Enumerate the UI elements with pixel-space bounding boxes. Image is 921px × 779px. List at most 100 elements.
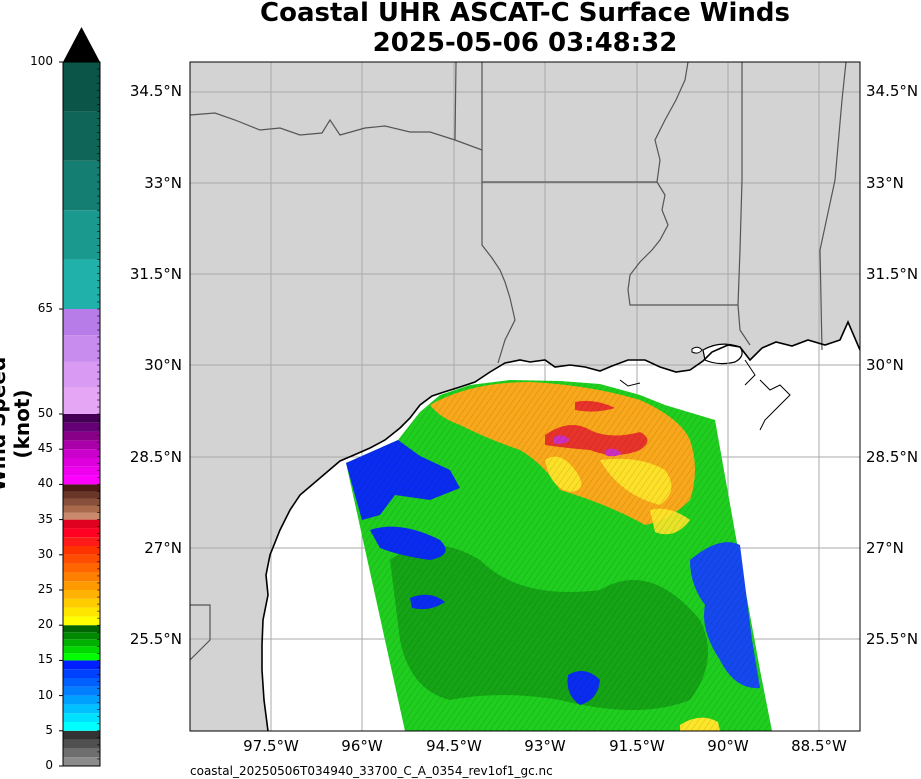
colorbar-segment-10-15-3: [63, 660, 100, 670]
colorbar-tick-label-0: 0: [45, 758, 53, 772]
colorbar-segment-35-40-2: [63, 498, 100, 506]
colorbar-segment-45-50-2: [63, 422, 100, 432]
colorbar-segment-50-65-1: [63, 361, 100, 388]
lat-label-left-25.5: 25.5°N: [129, 630, 182, 648]
colorbar-segment-35-40-4: [63, 484, 100, 492]
colorbar-segment-5-10-3: [63, 695, 100, 705]
colorbar-segment-65-100-2: [63, 160, 100, 211]
colorbar-segment-10-15-1: [63, 678, 100, 687]
colorbar-segment-35-40-0: [63, 512, 100, 520]
lon-label-91.5: 91.5°W: [609, 737, 665, 755]
colorbar-extend-arrow: [63, 27, 100, 62]
lon-label-93: 93°W: [524, 737, 566, 755]
colorbar-segment-15-20-4: [63, 625, 100, 633]
colorbar-segment-0-5-1: [63, 748, 100, 758]
lat-label-right-27: 27°N: [866, 539, 904, 557]
map-panel: [190, 62, 860, 731]
colorbar-tick-label-50: 50: [37, 406, 53, 420]
bay-mobile: [691, 346, 703, 354]
lon-label-94.5: 94.5°W: [426, 737, 482, 755]
colorbar-segment-40-45-3: [63, 449, 100, 458]
lat-label-right-33: 33°N: [866, 174, 904, 192]
colorbar-segment-35-40-3: [63, 491, 100, 499]
colorbar-segment-15-20-0: [63, 653, 100, 661]
colorbar-segment-30-35-0: [63, 546, 100, 555]
lon-label-97.5: 97.5°W: [243, 737, 299, 755]
lon-label-88.5: 88.5°W: [791, 737, 847, 755]
colorbar-segment-65-100-4: [63, 62, 100, 112]
colorbar-segment-50-65-3: [63, 309, 100, 336]
coastline-detail: [619, 359, 791, 431]
colorbar-segment-20-25-3: [63, 590, 100, 599]
lat-label-left-28.5: 28.5°N: [129, 448, 182, 466]
colorbar-segment-40-45-0: [63, 475, 100, 485]
colorbar-tick-label-30: 30: [37, 546, 53, 561]
map-frame: [189, 61, 861, 732]
colorbar-tick-label-5: 5: [45, 722, 53, 737]
colorbar-segment-45-50-1: [63, 431, 100, 441]
colorbar-segment-20-25-2: [63, 598, 100, 608]
colorbar-segment-10-15-2: [63, 669, 100, 678]
colorbar-tick-label-15: 15: [37, 652, 53, 667]
title-line-2: 2025-05-06 03:48:32: [372, 28, 678, 58]
colorbar-segment-25-30-1: [63, 572, 100, 582]
colorbar-segment-0-5-2: [63, 739, 100, 749]
lon-label-96: 96°W: [341, 737, 383, 755]
lat-label-right-34.5: 34.5°N: [866, 82, 919, 100]
colorbar-segment-0-5-3: [63, 730, 100, 740]
colorbar-segment-20-25-1: [63, 607, 100, 617]
colorbar-segment-5-10-1: [63, 713, 100, 722]
colorbar-segment-15-20-1: [63, 646, 100, 654]
lat-label-left-31.5: 31.5°N: [129, 265, 182, 283]
colorbar-segment-40-45-2: [63, 458, 100, 467]
colorbar-segment-5-10-0: [63, 722, 100, 731]
colorbar-segment-50-65-2: [63, 335, 100, 362]
lat-label-right-30: 30°N: [866, 356, 904, 374]
colorbar-segment-5-10-2: [63, 704, 100, 714]
lat-label-left-30: 30°N: [144, 356, 182, 374]
state-boundaries: [190, 62, 847, 661]
lat-label-left-27: 27°N: [144, 539, 182, 557]
lat-label-right-25.5: 25.5°N: [866, 630, 919, 648]
lon-label-90: 90°W: [707, 737, 749, 755]
lat-label-right-31.5: 31.5°N: [866, 265, 919, 283]
colorbar-segment-25-30-2: [63, 563, 100, 573]
colorbar-tick-label-100: 100: [30, 54, 53, 68]
colorbar-segment-65-100-3: [63, 111, 100, 161]
colorbar-segment-25-30-0: [63, 581, 100, 590]
colorbar-segment-10-15-0: [63, 686, 100, 696]
colorbar-segment-40-45-1: [63, 466, 100, 476]
lat-label-left-33: 33°N: [144, 174, 182, 192]
coastline: [261, 320, 860, 731]
title-line-1: Coastal UHR ASCAT-C Surface Winds: [260, 0, 790, 28]
land-mass: [190, 62, 860, 731]
colorbar-segment-0-5-0: [63, 757, 100, 766]
colorbar-tick-label-65: 65: [37, 301, 53, 315]
colorbar-tick-label-10: 10: [37, 687, 53, 702]
colorbar-segment-30-35-3: [63, 519, 100, 529]
lat-label-left-34.5: 34.5°N: [129, 82, 182, 100]
colorbar-segment-50-65-0: [63, 387, 100, 414]
wind-swath: [346, 380, 772, 731]
colorbar-segment-30-35-1: [63, 537, 100, 546]
colorbar-tick-label-25: 25: [37, 582, 53, 596]
colorbar-segment-35-40-1: [63, 505, 100, 513]
colorbar-tick-label-20: 20: [37, 617, 53, 632]
colorbar: [59, 27, 101, 767]
lake-pontchartrain: [702, 343, 743, 365]
colorbar-tick-label-35: 35: [37, 511, 53, 526]
wind-barb-hatching: [346, 380, 772, 731]
colorbar-segment-30-35-2: [63, 528, 100, 538]
lat-label-right-28.5: 28.5°N: [866, 448, 919, 466]
colorbar-segment-65-100-0: [63, 259, 100, 309]
colorbar-tick-label-40: 40: [37, 476, 53, 491]
colorbar-segment-45-50-3: [63, 414, 100, 423]
colorbar-segment-25-30-3: [63, 554, 100, 564]
colorbar-segment-15-20-2: [63, 639, 100, 647]
source-filename: coastal_20250506T034940_33700_C_A_0354_r…: [190, 764, 553, 778]
colorbar-tick-label-45: 45: [37, 441, 53, 456]
colorbar-segment-45-50-0: [63, 440, 100, 450]
colorbar-segment-20-25-0: [63, 616, 100, 626]
colorbar-segment-65-100-1: [63, 210, 100, 260]
